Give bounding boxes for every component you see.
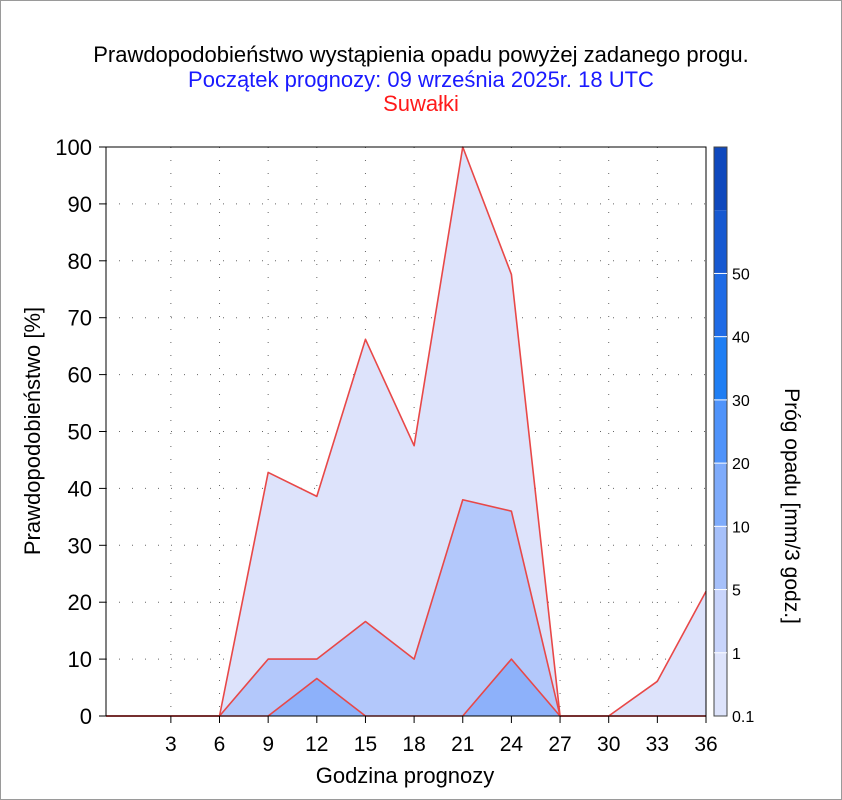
colorbar-segment bbox=[714, 336, 727, 400]
x-tick-label: 18 bbox=[402, 733, 425, 756]
x-tick-label: 9 bbox=[262, 733, 274, 756]
colorbar-segment bbox=[714, 463, 727, 527]
colorbar-segment bbox=[714, 399, 727, 464]
y-tick-label: 50 bbox=[68, 420, 92, 445]
chart-title: Prawdopodobieństwo wystąpienia opadu pow… bbox=[93, 42, 749, 67]
colorbar-tick-label: 0.1 bbox=[732, 709, 754, 726]
y-tick-label: 60 bbox=[68, 363, 92, 388]
plot-area: 3 6 9 12 15 18 21 24 27 30 33 360102030405060708090… bbox=[55, 135, 754, 756]
x-tick-label: 27 bbox=[548, 733, 571, 756]
colorbar-segment bbox=[714, 652, 727, 716]
x-tick-label: 24 bbox=[500, 733, 524, 756]
colorbar-border bbox=[713, 146, 728, 717]
y-tick-label: 70 bbox=[68, 306, 92, 331]
colorbar-tick-label: 40 bbox=[732, 330, 750, 347]
x-tick-label: 15 bbox=[354, 733, 377, 756]
chart-location: Suwałki bbox=[383, 91, 459, 116]
colorbar-segment bbox=[714, 589, 727, 653]
colorbar-label: Próg opadu [mm/3 godz.] bbox=[780, 388, 803, 624]
chart-subtitle: Początek prognozy: 09 września 2025r. 18… bbox=[188, 67, 654, 92]
y-tick-label: 100 bbox=[55, 135, 92, 160]
x-tick-label: 21 bbox=[451, 733, 474, 756]
area-series-0 bbox=[106, 147, 706, 716]
x-tick-label: 36 bbox=[694, 733, 717, 756]
colorbar-tick-label: 10 bbox=[732, 519, 750, 536]
x-tick-label: 30 bbox=[597, 733, 620, 756]
x-tick-label: 3 bbox=[165, 733, 177, 756]
y-tick-label: 90 bbox=[68, 192, 92, 217]
y-tick-label: 10 bbox=[68, 647, 92, 672]
colorbar-tick-label: 1 bbox=[732, 646, 741, 663]
x-tick-label: 33 bbox=[646, 733, 669, 756]
colorbar-segment bbox=[714, 147, 727, 211]
x-tick-label: 6 bbox=[214, 733, 226, 756]
colorbar-tick-label: 30 bbox=[732, 393, 750, 410]
colorbar-segment bbox=[714, 210, 727, 274]
colorbar-tick-label: 50 bbox=[732, 266, 750, 283]
y-tick-label: 80 bbox=[68, 249, 92, 274]
colorbar-segment bbox=[714, 526, 727, 590]
x-axis-label: Godzina prognozy bbox=[316, 763, 495, 788]
y-tick-label: 30 bbox=[68, 533, 92, 558]
y-axis-label: Prawdopodobieństwo [%] bbox=[20, 307, 45, 555]
colorbar-tick-label: 20 bbox=[732, 456, 750, 473]
y-tick-label: 20 bbox=[68, 590, 92, 615]
colorbar-segment bbox=[714, 273, 727, 337]
y-tick-label: 0 bbox=[80, 704, 92, 729]
y-tick-label: 40 bbox=[68, 476, 92, 501]
colorbar-tick-label: 5 bbox=[732, 583, 741, 600]
x-tick-label: 12 bbox=[305, 733, 328, 756]
area-series-1 bbox=[106, 499, 706, 716]
